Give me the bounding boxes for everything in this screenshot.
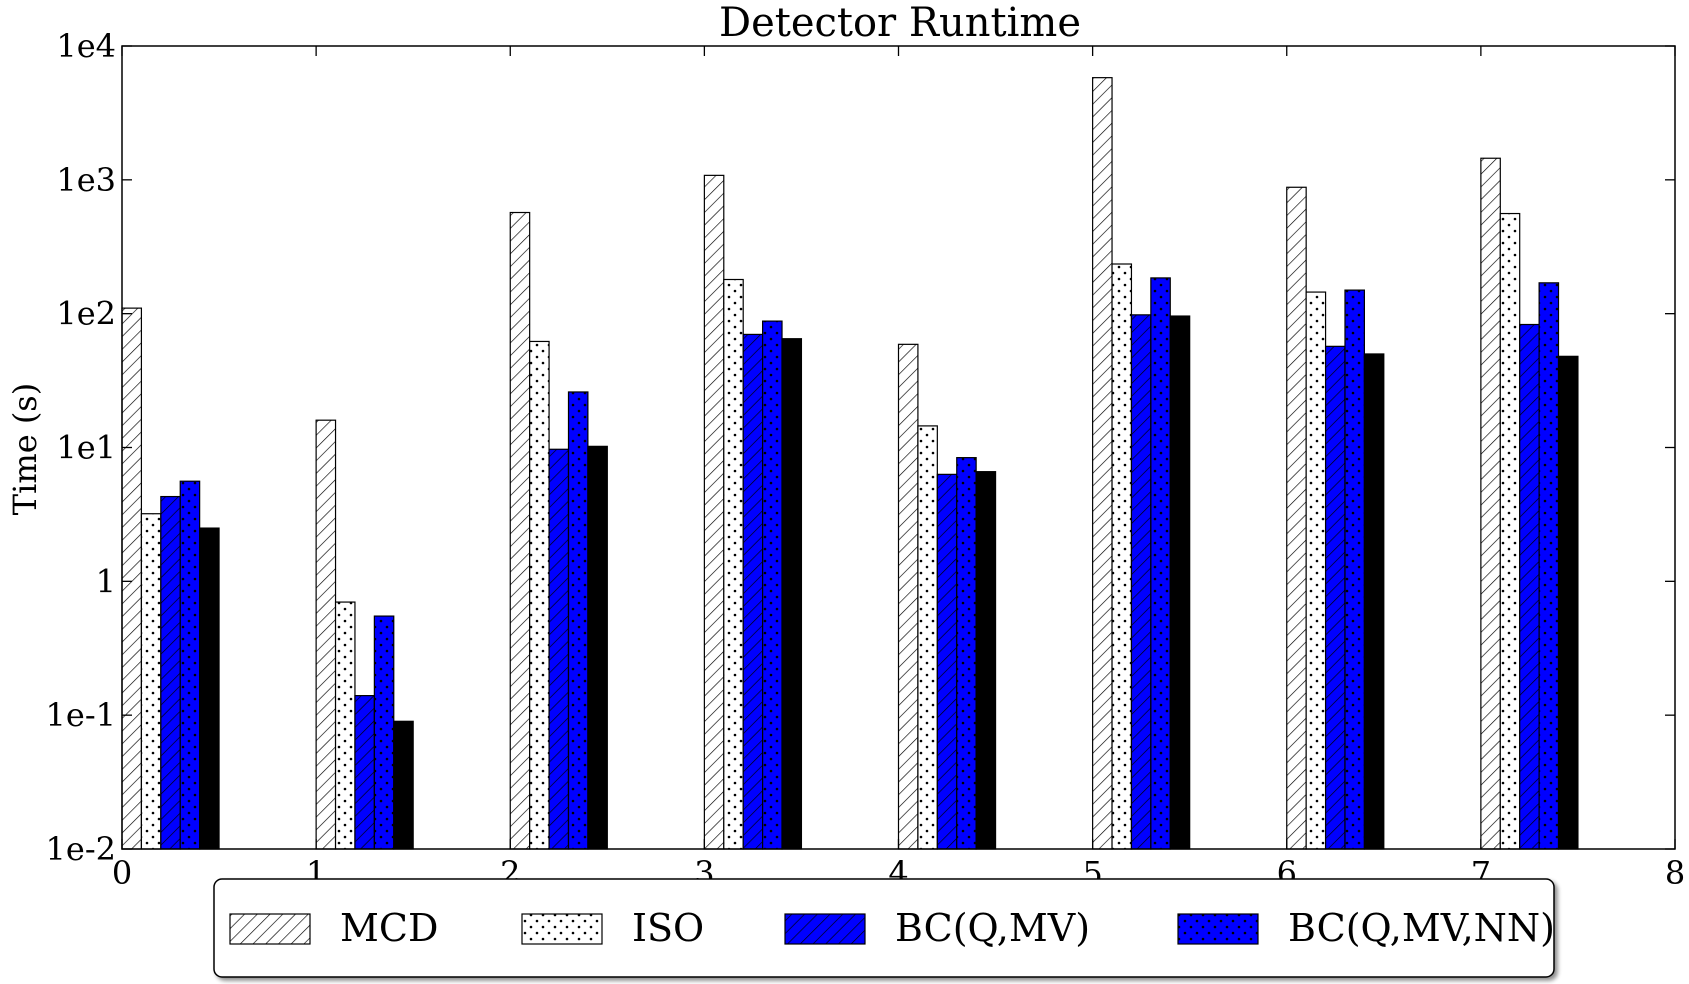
y-tick-label: 1e2 bbox=[56, 295, 116, 333]
bars-group bbox=[121, 77, 1579, 850]
y-tick-label: 1e3 bbox=[56, 161, 116, 199]
bar-bc-q-mv-4 bbox=[936, 473, 958, 850]
bar-iso-0 bbox=[140, 513, 162, 850]
legend-label-mcd: MCD bbox=[340, 906, 438, 950]
legend-swatch-bc-q-mv bbox=[784, 913, 866, 945]
legend-label-bc-q-mv-nn: BC(Q,MV,NN) bbox=[1288, 906, 1555, 950]
bar-series-5-6 bbox=[1363, 353, 1385, 850]
bar-bc-q-mv-nn-3 bbox=[762, 320, 783, 850]
bar-mcd-4 bbox=[897, 343, 919, 850]
legend-swatch-mcd bbox=[229, 913, 311, 945]
bar-bc-q-mv-nn-2 bbox=[567, 391, 589, 850]
x-tick-label: 0 bbox=[112, 854, 132, 892]
bar-iso-2 bbox=[529, 340, 550, 850]
y-axis-label: Time (s) bbox=[6, 383, 44, 515]
bar-bc-q-mv-nn-6 bbox=[1344, 289, 1366, 850]
bar-bc-q-mv-7 bbox=[1519, 323, 1540, 850]
chart-title: Detector Runtime bbox=[719, 0, 1081, 46]
y-tick-label: 1 bbox=[96, 562, 116, 600]
bar-bc-q-mv-nn-1 bbox=[373, 615, 395, 850]
bar-bc-q-mv-1 bbox=[354, 695, 375, 850]
bar-mcd-5 bbox=[1092, 77, 1113, 850]
bar-bc-q-mv-nn-5 bbox=[1150, 277, 1171, 850]
bar-bc-q-mv-nn-0 bbox=[179, 480, 201, 850]
x-tick-label: 8 bbox=[1665, 854, 1685, 892]
legend: MCD ISO BC(Q,MV) BC(Q,MV,NN) bbox=[213, 878, 1555, 978]
bar-iso-3 bbox=[723, 278, 744, 850]
bar-iso-7 bbox=[1499, 212, 1521, 850]
bar-bc-q-mv-6 bbox=[1324, 345, 1346, 850]
legend-label-bc-q-mv: BC(Q,MV) bbox=[895, 906, 1090, 950]
bar-mcd-1 bbox=[315, 419, 337, 850]
y-tick-label: 1e-1 bbox=[46, 696, 116, 734]
bar-bc-q-mv-nn-7 bbox=[1538, 282, 1560, 850]
bar-iso-6 bbox=[1305, 291, 1327, 850]
bar-mcd-2 bbox=[509, 211, 531, 850]
bar-mcd-0 bbox=[121, 307, 143, 850]
bar-iso-4 bbox=[917, 425, 938, 850]
y-tick-label: 1e4 bbox=[56, 27, 116, 65]
bar-series-5-0 bbox=[199, 527, 220, 850]
y-tick-label: 1e1 bbox=[56, 429, 116, 467]
bar-iso-5 bbox=[1111, 263, 1133, 850]
legend-box bbox=[213, 878, 1555, 978]
bar-bc-q-mv-3 bbox=[742, 333, 764, 850]
legend-swatch-bc-q-mv-nn bbox=[1177, 913, 1259, 945]
bar-series-5-2 bbox=[587, 445, 608, 850]
legend-swatch-iso bbox=[521, 913, 603, 945]
bar-series-5-3 bbox=[781, 338, 803, 850]
y-tick-label: 1e-2 bbox=[46, 830, 116, 868]
y-axis-ticks: 1e-2 1e-1 1 1e1 1e2 1e3 1e4 bbox=[46, 27, 1675, 868]
bar-series-5-5 bbox=[1169, 315, 1191, 850]
bar-mcd-3 bbox=[703, 174, 725, 850]
legend-label-iso: ISO bbox=[632, 906, 704, 950]
bar-mcd-6 bbox=[1286, 186, 1307, 850]
bar-bc-q-mv-nn-4 bbox=[956, 457, 977, 850]
bar-series-5-1 bbox=[393, 720, 414, 850]
bar-series-5-4 bbox=[975, 471, 997, 850]
bar-series-5-7 bbox=[1557, 355, 1579, 850]
bar-mcd-7 bbox=[1480, 157, 1501, 850]
bar-bc-q-mv-0 bbox=[160, 495, 181, 850]
bar-iso-1 bbox=[334, 601, 356, 850]
bar-bc-q-mv-5 bbox=[1130, 314, 1152, 850]
bar-bc-q-mv-2 bbox=[548, 448, 570, 850]
